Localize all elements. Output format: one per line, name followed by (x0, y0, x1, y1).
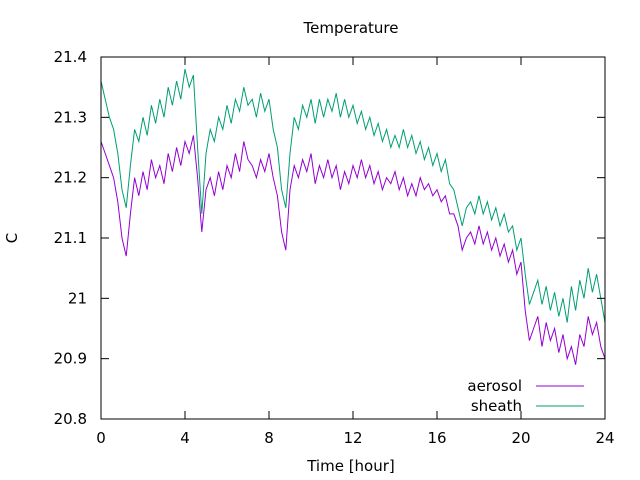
legend-label-sheath: sheath (471, 397, 522, 415)
y-tick-label: 21.4 (54, 48, 87, 66)
series-line-aerosol (100, 135, 606, 365)
legend: aerosol sheath (467, 377, 584, 415)
y-tick-label: 21.3 (54, 108, 87, 126)
y-tick-label: 20.9 (54, 350, 87, 368)
x-tick-label: 8 (264, 429, 274, 447)
x-tick-label: 0 (96, 429, 106, 447)
y-axis-label: C (3, 233, 21, 243)
y-tick-label: 21 (68, 289, 87, 307)
ticks-layer: 0 4 8 12 16 20 24 20.8 20.9 21 21.1 21.2 21.3 21.4 (54, 48, 615, 447)
x-axis-label: Time [hour] (306, 457, 395, 475)
legend-label-aerosol: aerosol (467, 377, 522, 395)
x-tick-label: 16 (427, 429, 446, 447)
y-tick-label: 21.2 (54, 169, 87, 187)
x-tick-label: 12 (343, 429, 362, 447)
x-tick-label: 24 (595, 429, 614, 447)
chart-title: Temperature (302, 19, 398, 37)
y-tick-label: 21.1 (54, 229, 87, 247)
y-tick-label: 20.8 (54, 410, 87, 428)
x-tick-label: 20 (511, 429, 530, 447)
x-tick-label: 4 (180, 429, 190, 447)
series-line-sheath (100, 68, 606, 323)
series-layer (100, 68, 606, 365)
plot-frame (100, 56, 606, 420)
